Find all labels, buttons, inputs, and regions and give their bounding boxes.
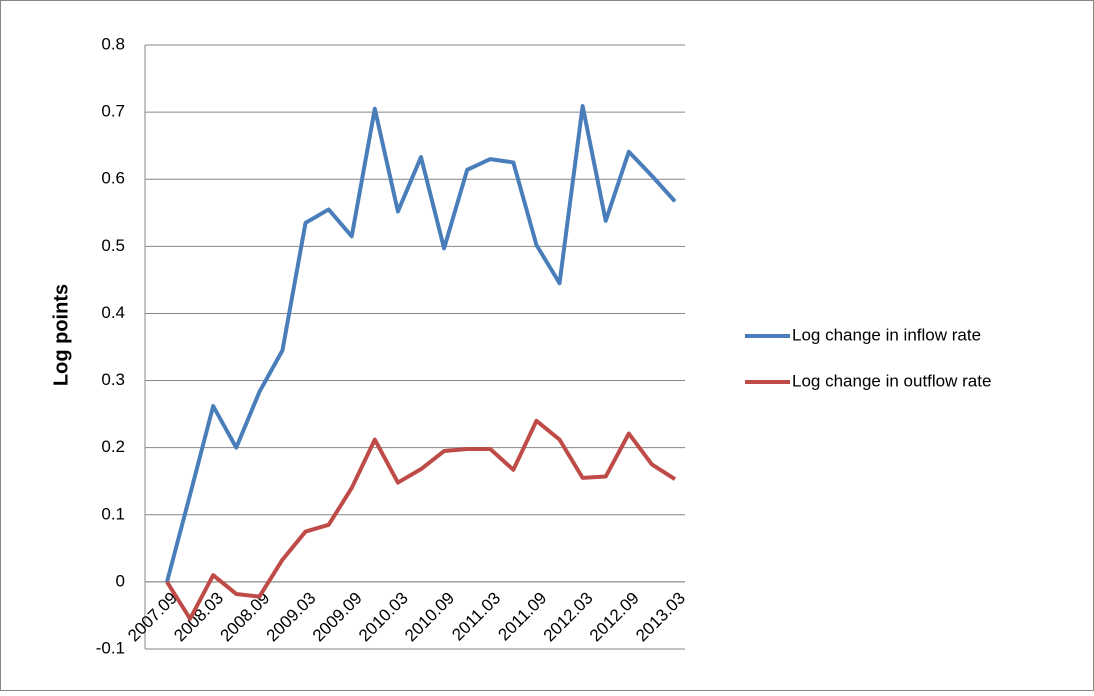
y-tick-label: 0.3 (101, 370, 125, 389)
data-line (165, 418, 677, 621)
y-tick-label: 0.7 (101, 102, 125, 121)
y-tick-label: 0.1 (101, 504, 125, 523)
y-tick-label: 0.8 (101, 34, 125, 53)
data-line (165, 104, 677, 583)
y-tick-label: 0.5 (101, 236, 125, 255)
legend-label: Log change in inflow rate (792, 325, 981, 344)
y-tick-label: 0.2 (101, 437, 125, 456)
y-tick-label: 0 (116, 571, 125, 590)
y-tick-label: 0.6 (101, 169, 125, 188)
legend-label: Log change in outflow rate (792, 371, 991, 390)
y-axis-title: Log points (50, 284, 72, 386)
y-tick-label: 0.4 (101, 303, 125, 322)
y-tick-label: -0.1 (96, 638, 125, 657)
